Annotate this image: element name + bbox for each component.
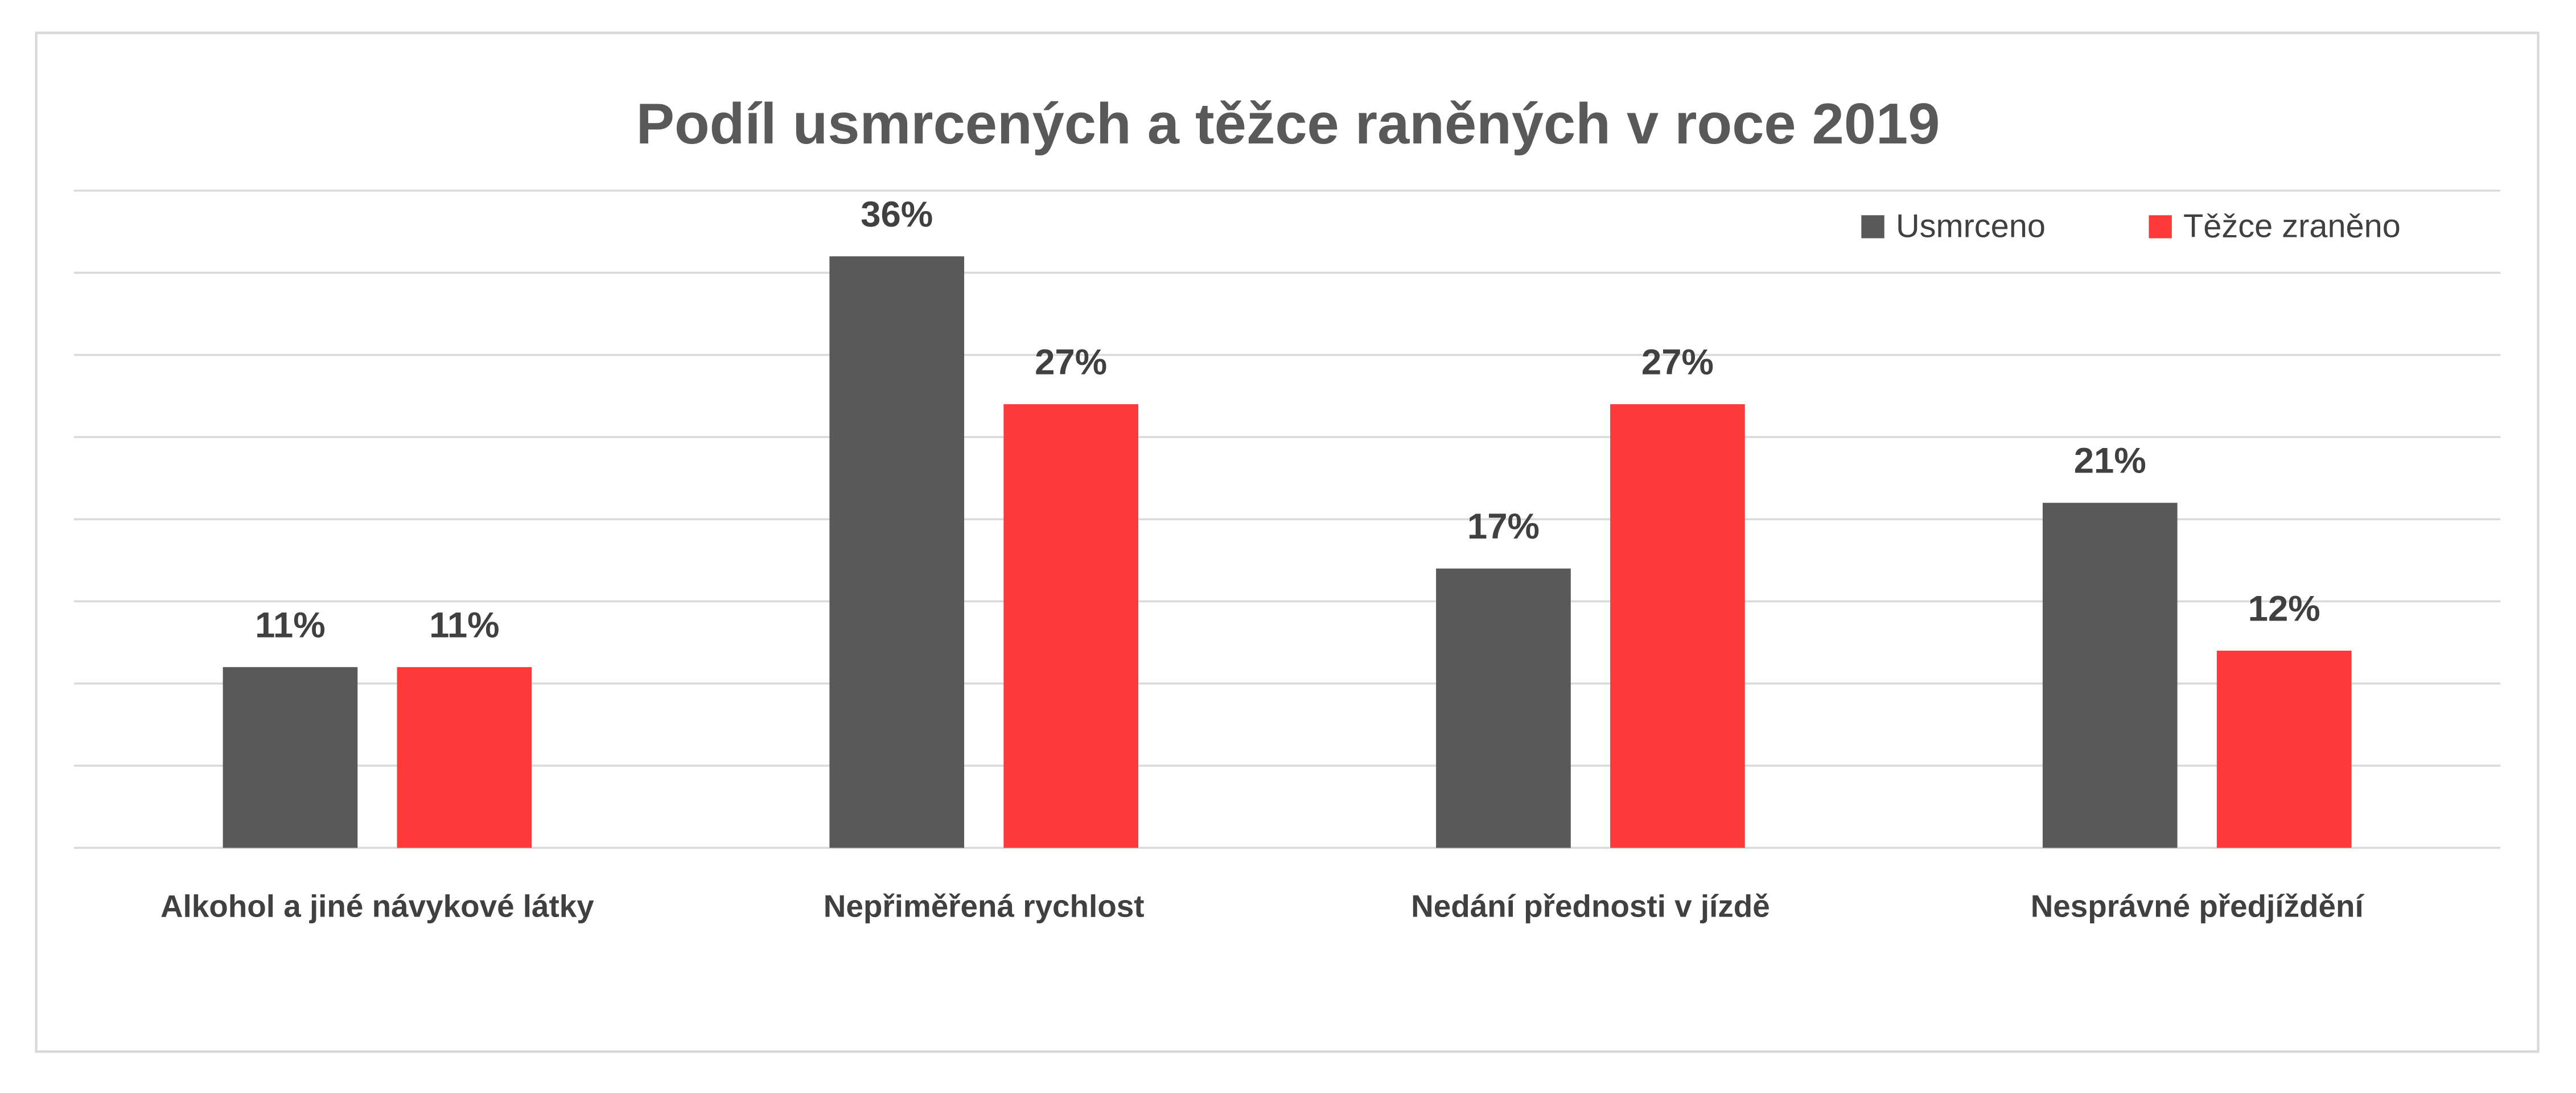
bar: [1436, 568, 1571, 848]
x-tick-label: Nedání přednosti v jízdě: [1411, 889, 1770, 924]
data-label: 27%: [1035, 343, 1107, 383]
bar: [2042, 503, 2178, 848]
x-tick-label: Alkohol a jiné návykové látky: [161, 889, 594, 924]
bar: [397, 667, 532, 848]
bar: [2216, 650, 2352, 848]
x-tick-label: Nepřiměřená rychlost: [824, 889, 1145, 924]
legend-swatch: [2149, 215, 2172, 239]
data-label: 21%: [2074, 441, 2146, 481]
data-label: 12%: [2248, 589, 2320, 628]
chart-title: Podíl usmrcených a těžce raněných v roce…: [636, 92, 1940, 156]
data-label: 17%: [1467, 507, 1540, 546]
legend-swatch: [1861, 215, 1884, 239]
data-label: 27%: [1641, 343, 1714, 383]
data-label: 11%: [255, 605, 326, 645]
bar: [1003, 404, 1138, 848]
data-label: 11%: [429, 605, 500, 645]
bar: [223, 667, 358, 848]
x-tick-label: Nesprávné předjíždění: [2031, 889, 2365, 924]
bar: [829, 256, 965, 848]
legend-label: Těžce zraněno: [2183, 208, 2401, 244]
bar: [1610, 404, 1745, 848]
data-label: 36%: [861, 195, 933, 235]
legend-label: Usmrceno: [1896, 208, 2046, 244]
